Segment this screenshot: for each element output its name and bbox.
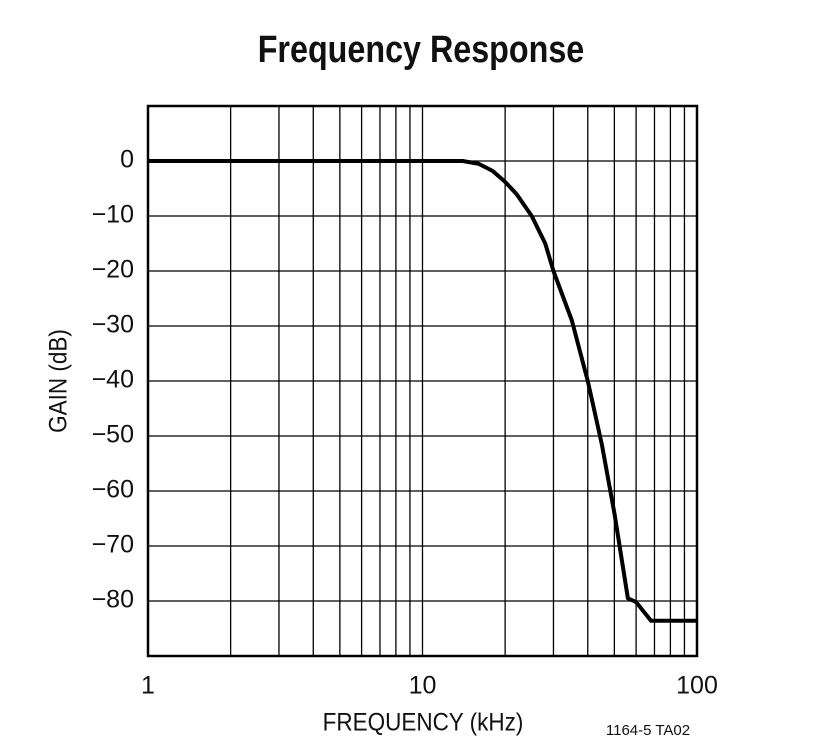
x-axis-label: FREQUENCY (kHz)	[323, 709, 524, 737]
chart-title: Frequency Response	[258, 29, 585, 71]
figure-note: 1164-5 TA02	[606, 722, 690, 739]
y-tick-label: −10	[92, 201, 134, 229]
response-line	[148, 159, 697, 623]
y-axis-label: GAIN (dB)	[45, 329, 73, 433]
x-tick-label: 1	[141, 672, 155, 700]
x-tick-label: 10	[409, 672, 437, 700]
y-tick-label: −20	[92, 256, 134, 284]
y-tick-label: 0	[120, 146, 134, 174]
y-tick-label: −70	[92, 531, 134, 559]
y-tick-label: −80	[92, 586, 134, 614]
y-tick-label: −50	[92, 421, 134, 449]
x-tick-label: 100	[676, 672, 718, 700]
y-tick-label: −60	[92, 476, 134, 504]
y-tick-label: −30	[92, 311, 134, 339]
y-tick-label: −40	[92, 366, 134, 394]
